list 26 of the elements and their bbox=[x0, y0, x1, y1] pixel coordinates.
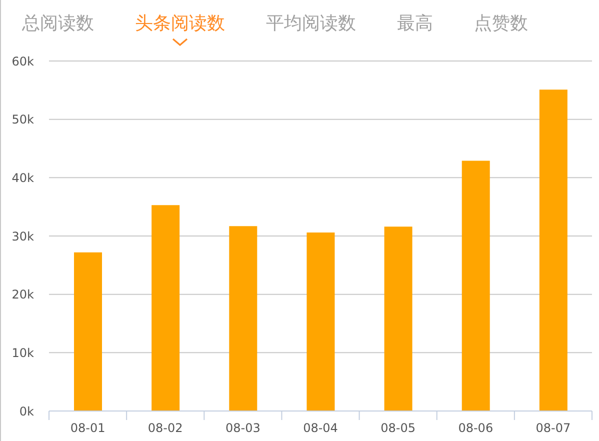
y-tick-label: 30k bbox=[12, 229, 34, 244]
chart-title: 头条阅读数 bbox=[135, 13, 225, 34]
x-tick-label: 08-04 bbox=[303, 421, 338, 435]
x-tick-label: 08-02 bbox=[148, 421, 183, 435]
y-tick-label: 60k bbox=[12, 54, 34, 68]
x-tick-label: 08-06 bbox=[458, 421, 494, 435]
y-tick-label: 20k bbox=[12, 288, 34, 302]
y-tick-label: 0k bbox=[19, 404, 34, 418]
text: 总阅读数 bbox=[22, 13, 94, 34]
y-tick-label: 50k bbox=[12, 112, 34, 127]
bar bbox=[306, 232, 335, 411]
bar bbox=[74, 252, 102, 411]
x-tick-label: 08-03 bbox=[225, 421, 260, 435]
x-tick-label: 08-05 bbox=[380, 421, 416, 435]
bar bbox=[462, 160, 490, 411]
text: 最高 bbox=[397, 13, 433, 34]
bar bbox=[539, 90, 568, 411]
x-tick-label: 08-01 bbox=[70, 421, 106, 435]
x-tick-label: 08-07 bbox=[536, 421, 571, 435]
y-tick-label: 10k bbox=[12, 346, 34, 360]
text: 点赞数 bbox=[474, 13, 528, 34]
bar bbox=[384, 226, 412, 411]
bar bbox=[152, 205, 180, 411]
text: 平均阅读数 bbox=[266, 13, 356, 34]
bar bbox=[229, 226, 258, 411]
y-tick-label: 40k bbox=[12, 170, 34, 185]
